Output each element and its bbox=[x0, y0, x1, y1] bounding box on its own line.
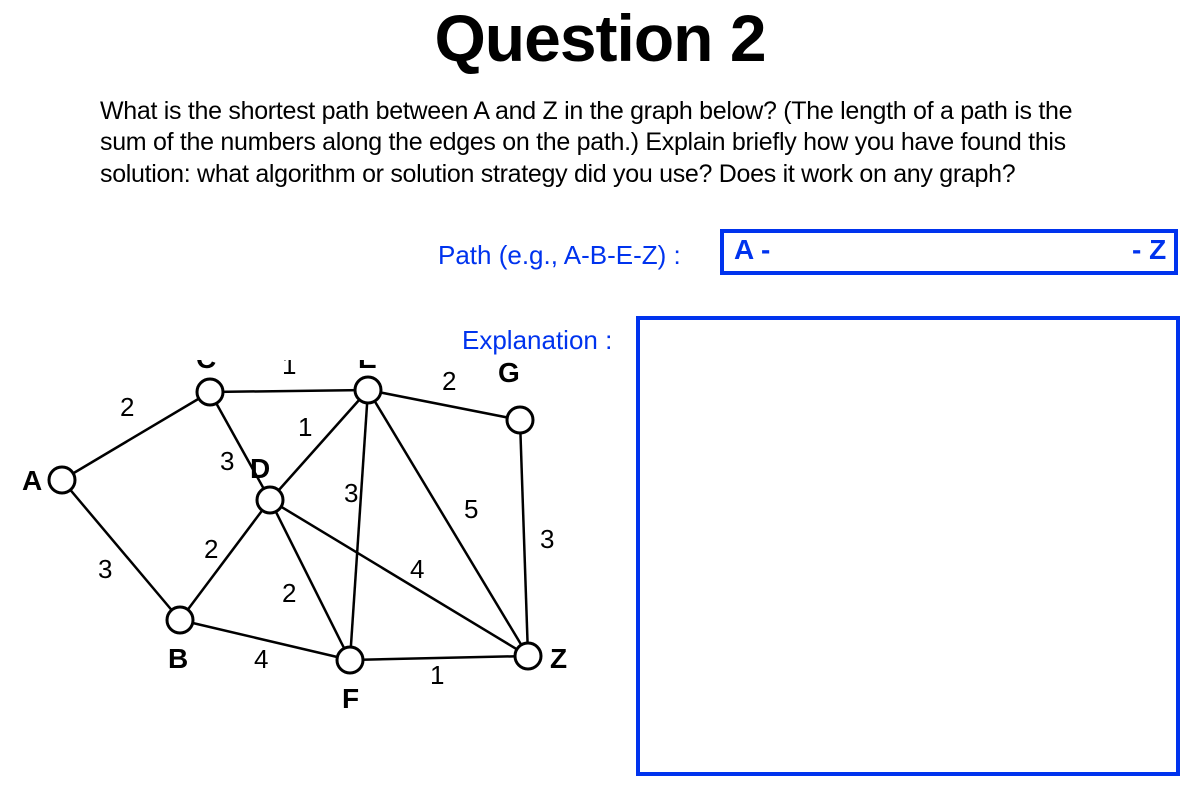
node-Z bbox=[515, 643, 541, 669]
edge-weight-D-E: 1 bbox=[298, 412, 312, 442]
edge-G-Z bbox=[520, 420, 528, 656]
page-title: Question 2 bbox=[0, 0, 1200, 76]
node-C bbox=[197, 379, 223, 405]
node-label-C: C bbox=[196, 360, 216, 374]
edge-weight-G-Z: 3 bbox=[540, 524, 554, 554]
question-body: What is the shortest path between A and … bbox=[100, 96, 1110, 190]
edge-weight-A-B: 3 bbox=[98, 554, 112, 584]
edge-weight-F-Z: 1 bbox=[430, 660, 444, 690]
node-A bbox=[49, 467, 75, 493]
node-label-A: A bbox=[22, 465, 42, 496]
edge-A-C bbox=[62, 392, 210, 480]
edge-weight-D-F: 2 bbox=[282, 578, 296, 608]
path-start-text: A - bbox=[734, 234, 770, 266]
path-label: Path (e.g., A-B-E-Z) : bbox=[438, 240, 681, 271]
edge-weight-E-F: 3 bbox=[344, 478, 358, 508]
node-label-Z: Z bbox=[550, 643, 567, 674]
node-label-B: B bbox=[168, 643, 188, 674]
edge-weight-C-D: 3 bbox=[220, 446, 234, 476]
node-label-G: G bbox=[498, 360, 520, 388]
edge-B-D bbox=[180, 500, 270, 620]
edge-E-F bbox=[350, 390, 368, 660]
node-F bbox=[337, 647, 363, 673]
edge-weight-E-Z: 5 bbox=[464, 494, 478, 524]
edge-weight-C-E: 1 bbox=[282, 360, 296, 380]
node-label-F: F bbox=[342, 683, 359, 714]
edge-weight-A-C: 2 bbox=[120, 392, 134, 422]
graph-diagram: 2 3 1 3 2 1 2 4 3 2 5 4 1 3 A C B D E F G Z bbox=[20, 360, 620, 780]
edge-A-B bbox=[62, 480, 180, 620]
edge-weight-E-G: 2 bbox=[442, 366, 456, 396]
edge-weight-B-D: 2 bbox=[204, 534, 218, 564]
node-B bbox=[167, 607, 193, 633]
node-label-E: E bbox=[358, 360, 377, 374]
node-G bbox=[507, 407, 533, 433]
explanation-label: Explanation : bbox=[462, 325, 612, 356]
edge-weight-D-Z: 4 bbox=[410, 554, 424, 584]
node-E bbox=[355, 377, 381, 403]
node-D bbox=[257, 487, 283, 513]
path-answer-box[interactable] bbox=[720, 229, 1178, 275]
edge-C-E bbox=[210, 390, 368, 392]
explanation-answer-box[interactable] bbox=[636, 316, 1180, 776]
edge-weight-B-F: 4 bbox=[254, 644, 268, 674]
edge-E-Z bbox=[368, 390, 528, 656]
path-end-text: - Z bbox=[1132, 234, 1166, 266]
node-label-D: D bbox=[250, 453, 270, 484]
